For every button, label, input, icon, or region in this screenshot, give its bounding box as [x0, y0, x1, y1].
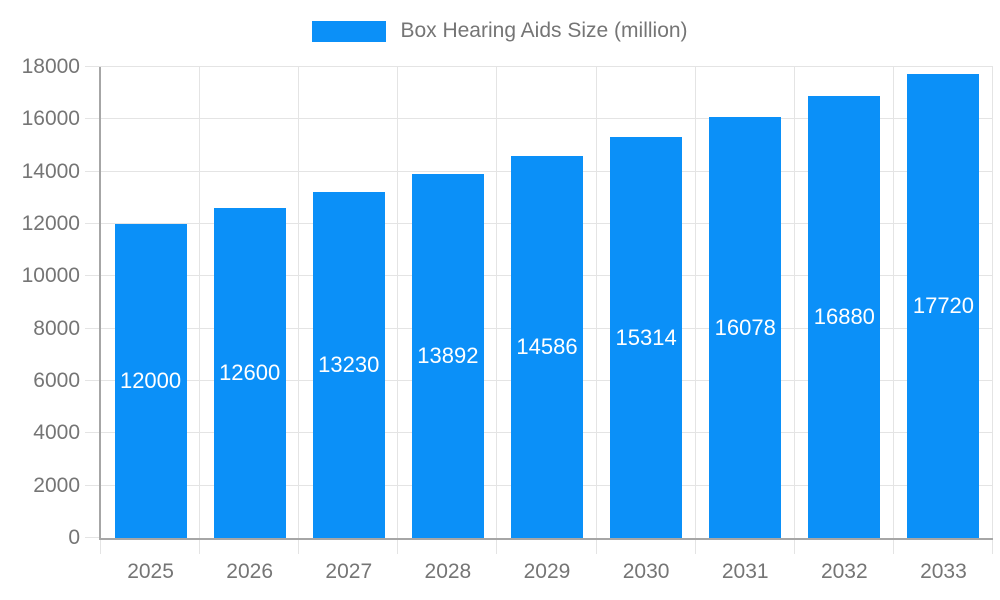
y-axis-tick-label: 10000	[21, 264, 80, 288]
x-gridline	[595, 67, 597, 538]
legend-swatch	[312, 20, 387, 42]
x-axis-tick-label: 2032	[820, 560, 868, 583]
x-gridline	[694, 67, 696, 538]
y-axis-line	[99, 67, 101, 540]
y-axis-tick-label: 14000	[21, 159, 80, 183]
legend[interactable]: Box Hearing Aids Size (million)	[0, 19, 1000, 43]
legend-label: Box Hearing Aids Size (million)	[400, 19, 688, 42]
bar-2033[interactable]: 17720	[907, 74, 980, 538]
x-axis-tick	[397, 538, 399, 554]
y-axis-tick	[85, 275, 101, 277]
x-axis-tick	[298, 538, 300, 554]
x-axis-tick	[496, 538, 498, 554]
x-axis-tick	[694, 538, 696, 554]
x-gridline	[199, 67, 201, 538]
y-gridline	[101, 118, 993, 120]
bar-value-label: 16078	[714, 314, 776, 340]
x-axis-tick-label: 2025	[127, 560, 174, 583]
bar-value-label: 13230	[318, 351, 380, 377]
y-axis-tick-label: 18000	[21, 55, 80, 78]
x-gridline	[496, 67, 498, 538]
y-axis-tick-label: 16000	[21, 107, 80, 131]
x-axis-tick-label: 2031	[721, 560, 769, 583]
y-axis-tick-label: 0	[68, 526, 80, 549]
x-gridline	[793, 67, 795, 538]
x-axis-tick-label: 2028	[424, 560, 472, 583]
y-axis-tick-label: 12000	[21, 212, 80, 235]
y-axis-tick	[85, 223, 101, 224]
x-axis-tick	[793, 538, 795, 554]
bar-2030[interactable]: 15314	[610, 137, 683, 538]
bar-value-label: 12600	[219, 360, 281, 386]
x-axis-tick-label: 2029	[523, 560, 571, 583]
x-axis-tick-label: 2026	[226, 560, 274, 583]
bar-value-label: 15314	[615, 324, 677, 350]
y-axis-tick	[85, 170, 101, 172]
y-axis-tick-label: 6000	[33, 369, 80, 392]
y-axis-tick	[85, 118, 101, 120]
x-axis-line	[99, 538, 993, 540]
x-axis-tick	[595, 538, 597, 554]
bar-value-label: 16880	[813, 304, 875, 330]
bar-value-label: 12000	[119, 368, 182, 393]
x-gridline	[397, 67, 399, 538]
x-axis-tick-label: 2027	[325, 560, 373, 583]
y-axis-tick	[85, 484, 101, 486]
y-axis-tick	[85, 537, 101, 538]
x-axis-tick	[892, 538, 894, 554]
x-axis-tick-label: 2033	[920, 560, 967, 583]
bar-2028[interactable]: 13892	[411, 174, 484, 538]
bar-2031[interactable]: 16078	[709, 117, 782, 538]
y-axis-tick	[85, 66, 101, 67]
bar-2032[interactable]: 16880	[808, 96, 881, 538]
y-axis-tick-label: 2000	[33, 473, 80, 497]
y-axis-tick	[85, 432, 101, 434]
bar-2025[interactable]: 12000	[114, 224, 187, 538]
y-axis-tick	[85, 327, 101, 329]
x-gridline	[992, 67, 993, 538]
bar-value-label: 14586	[516, 334, 578, 360]
y-gridline	[101, 66, 993, 67]
x-axis-tick	[100, 538, 101, 554]
x-gridline	[892, 67, 894, 538]
y-axis-tick	[85, 380, 101, 381]
x-gridline	[298, 67, 300, 538]
y-axis-tick-label: 4000	[33, 421, 80, 445]
x-axis-tick-label: 2030	[622, 560, 670, 583]
bar-2029[interactable]: 14586	[511, 156, 583, 538]
bar-value-label: 17720	[912, 293, 975, 319]
y-axis-tick-label: 8000	[33, 316, 80, 340]
x-axis-tick	[199, 538, 201, 554]
bar-value-label: 13892	[417, 343, 479, 369]
bar-2027[interactable]: 13230	[312, 191, 385, 538]
bar-2026[interactable]: 12600	[213, 208, 286, 538]
x-axis-tick	[992, 538, 993, 554]
